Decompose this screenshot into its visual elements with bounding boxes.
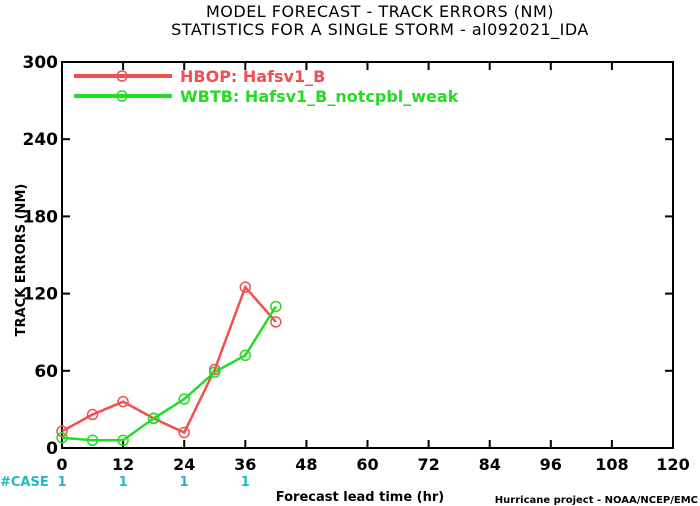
plot-area: 0 60 120 180 240 300 0 12 24 36 48 60 72 84 96 108 120 1 1… [23, 53, 690, 490]
x-tick-label: 24 [173, 455, 195, 474]
legend-label: HBOP: Hafsv1_B [180, 67, 325, 86]
case-label: #CASE [0, 475, 49, 490]
data-point [147, 412, 160, 425]
x-tick-label: 72 [417, 455, 439, 474]
x-tick-label: 84 [479, 455, 501, 474]
x-tick-label: 0 [56, 455, 67, 474]
y-tick-label: 300 [23, 53, 59, 73]
y-tick-label: 60 [34, 362, 58, 382]
chart-subtitle: STATISTICS FOR A SINGLE STORM - al092021… [171, 20, 589, 40]
case-count: 1 [241, 475, 250, 490]
legend-label: WBTB: Hafsv1_B_notcpbl_weak [180, 87, 459, 106]
case-count: 1 [180, 475, 189, 490]
data-point [56, 425, 68, 438]
y-tick-label: 240 [23, 130, 59, 150]
data-point [117, 395, 129, 408]
x-tick-label: 12 [112, 455, 134, 474]
data-point [117, 434, 129, 447]
data-point [86, 408, 99, 421]
credit-text: Hurricane project - NOAA/NCEP/EMC [495, 495, 698, 506]
chart-title: MODEL FORECAST - TRACK ERRORS (NM) [206, 2, 554, 21]
y-axis-label: TRACK ERRORS (NM) [14, 184, 29, 337]
x-tick-label: 108 [595, 455, 628, 474]
data-point [86, 434, 99, 447]
case-count: 1 [57, 475, 66, 490]
data-point [56, 431, 68, 444]
x-tick-label: 120 [656, 455, 689, 474]
x-tick-label: 96 [540, 455, 562, 474]
plot-frame [61, 61, 674, 449]
data-point [178, 393, 190, 405]
case-count: 1 [119, 475, 128, 490]
legend-marker [116, 90, 128, 102]
y-tick-label: 0 [46, 439, 58, 459]
data-point [270, 300, 282, 313]
legend-marker [116, 70, 128, 82]
x-tick-label: 36 [234, 455, 256, 474]
data-point [178, 426, 190, 439]
x-tick-label: 48 [295, 455, 317, 474]
data-point [239, 349, 252, 362]
y-tick-label: 180 [23, 207, 59, 227]
data-point [239, 281, 252, 293]
x-axis-label: Forecast lead time (hr) [276, 490, 444, 505]
data-point [209, 366, 221, 378]
x-tick-label: 60 [356, 455, 378, 474]
y-tick-label: 120 [23, 285, 59, 305]
data-point [270, 316, 282, 328]
series-line-2 [61, 305, 277, 442]
